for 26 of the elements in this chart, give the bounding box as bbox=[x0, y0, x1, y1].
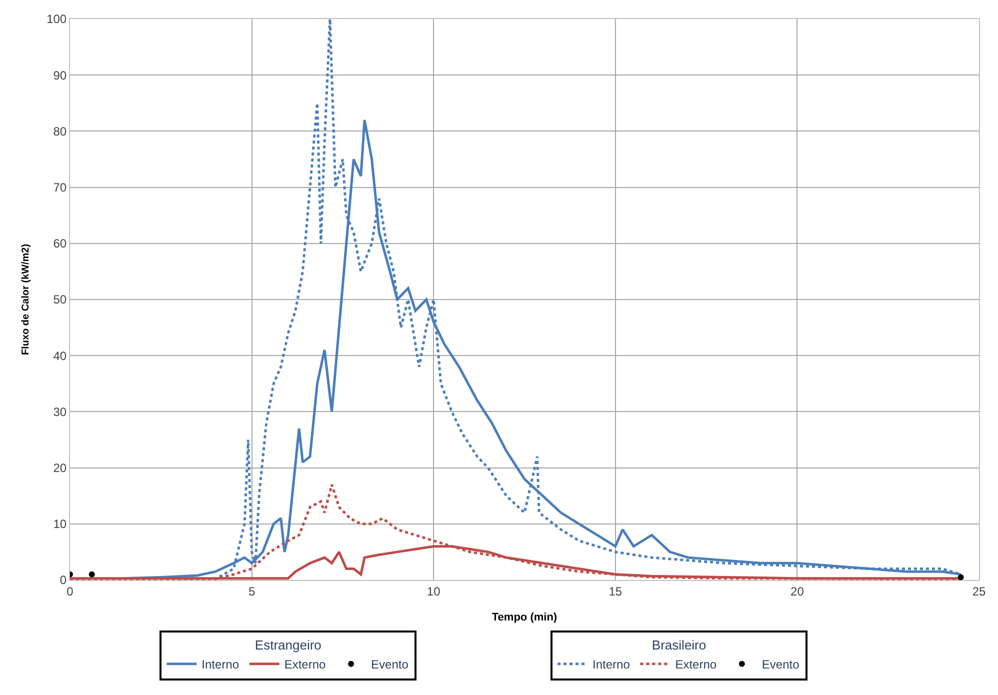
legend-label: Interno bbox=[592, 658, 630, 672]
text: Brasileiro bbox=[652, 637, 706, 652]
x-tick-label: 25 bbox=[972, 584, 986, 598]
legend-label: Interno bbox=[202, 658, 240, 672]
y-tick-label: 60 bbox=[53, 236, 67, 251]
y-tick-label: 100 bbox=[46, 12, 67, 26]
x-axis-title: Tempo (min) bbox=[492, 612, 558, 624]
y-tick-label: 30 bbox=[53, 404, 67, 419]
y-tick-label: 90 bbox=[53, 68, 67, 82]
legend-label: Externo bbox=[284, 658, 326, 672]
x-tick-label: 10 bbox=[426, 584, 441, 598]
legend-label: Externo bbox=[675, 658, 717, 672]
x-tick-label: 5 bbox=[248, 584, 256, 598]
y-tick-label: 70 bbox=[53, 180, 67, 194]
legend-label: Evento bbox=[371, 658, 409, 672]
y-tick-label: 50 bbox=[53, 292, 67, 307]
y-tick-label: 80 bbox=[53, 124, 67, 138]
y-tick-label: 40 bbox=[53, 348, 67, 363]
y-tick-label: 10 bbox=[53, 517, 67, 532]
y-axis-title: Fluxo de Calor (kW/m2) bbox=[20, 244, 32, 356]
x-tick-label: 20 bbox=[790, 584, 804, 598]
x-tick-label: 15 bbox=[608, 584, 622, 598]
legend-label: Evento bbox=[762, 658, 800, 672]
y-tick-label: 20 bbox=[53, 461, 67, 475]
y-tick-label: 0 bbox=[60, 573, 67, 588]
text: Estrangeiro bbox=[254, 637, 322, 652]
